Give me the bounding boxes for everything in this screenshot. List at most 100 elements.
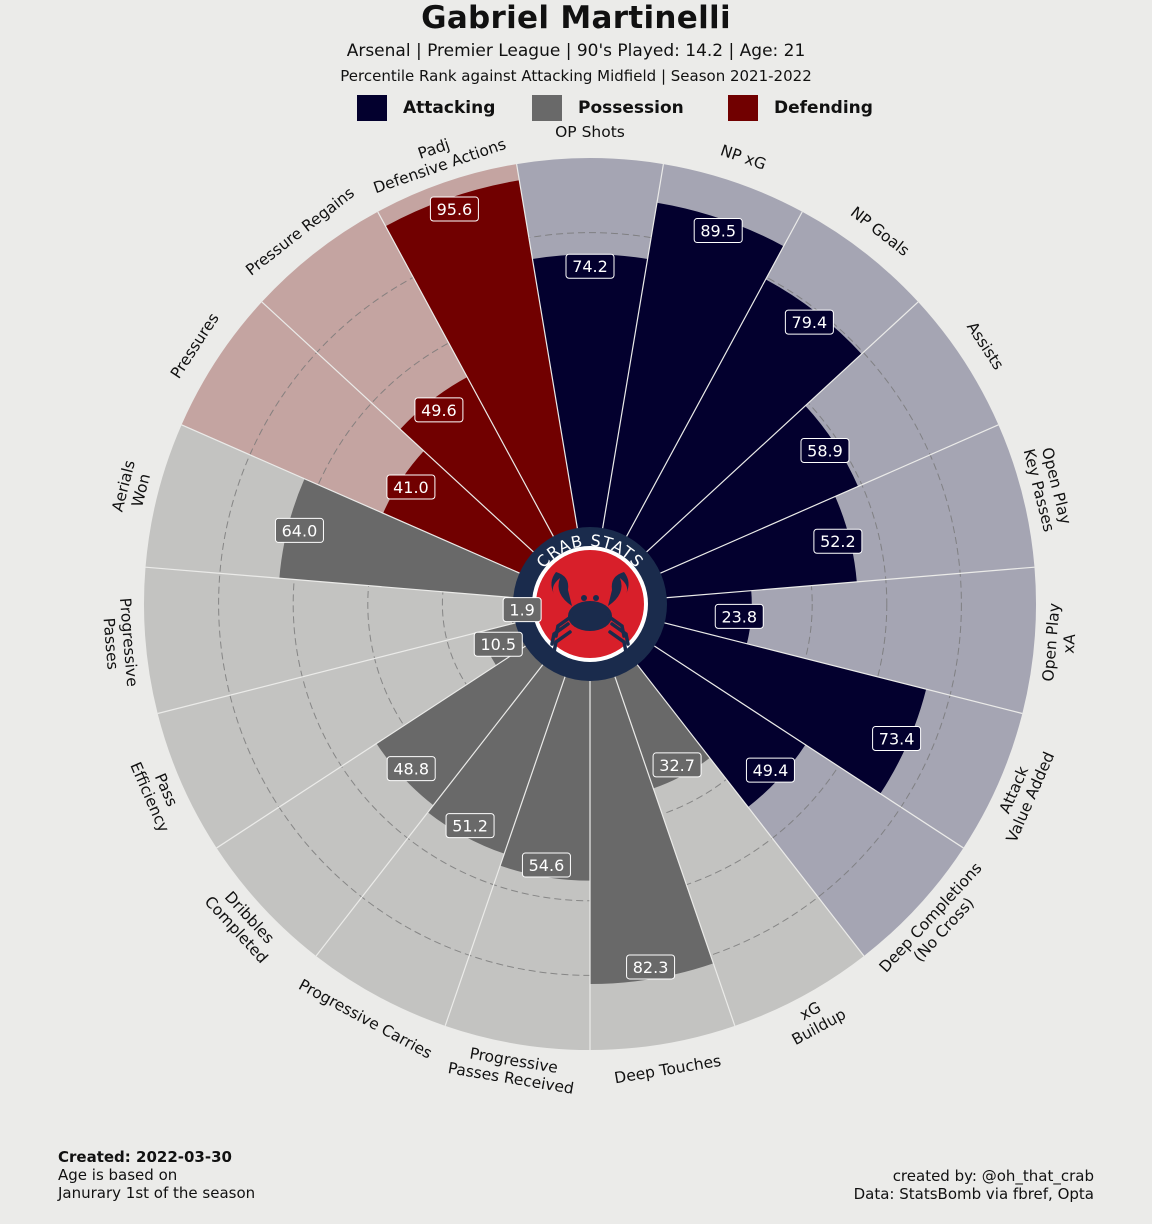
svg-text:49.6: 49.6 (421, 401, 457, 420)
svg-text:82.3: 82.3 (633, 958, 669, 977)
value-label-progressive-passes-received: 54.6 (521, 852, 571, 878)
legend-label-possession: Possession (578, 98, 684, 118)
value-labels: 74.2 89.5 79.4 58.9 52.2 23.8 73.4 49.4 32.7 82.3… (274, 196, 922, 980)
svg-text:52.2: 52.2 (820, 532, 856, 551)
wedge-separator (157, 621, 520, 715)
wedge-separator (377, 211, 556, 541)
value-wedge-aerials-won (279, 478, 524, 598)
value-label-np-goals: 79.4 (784, 309, 834, 335)
svg-text:AerialsWon: AerialsWon (109, 458, 157, 518)
wedge-separator (601, 163, 665, 533)
svg-text:48.8: 48.8 (393, 760, 429, 779)
svg-text:NP xG: NP xG (718, 141, 768, 173)
footer-notes: Created: 2022-03-30 Age is based on Janu… (58, 1148, 255, 1202)
category-label-open-play-xa: Open PlayxA (1039, 602, 1081, 683)
wedge-separator (660, 621, 1023, 715)
crab-stats-logo: CRAB STATS (513, 527, 667, 681)
wedge-separator (643, 301, 919, 555)
category-label-assists: Assists (963, 319, 1007, 373)
svg-text:10.5: 10.5 (480, 635, 516, 654)
category-label-open-play-key-passes: Open PlayKey Passes (1020, 443, 1076, 534)
svg-text:79.4: 79.4 (792, 313, 828, 332)
wedge-separator (515, 163, 579, 533)
legend: Attacking Possession Defending (0, 95, 1152, 123)
legend-label-defending: Defending (774, 98, 873, 118)
wedge-separator (662, 566, 1035, 599)
value-wedge-attack-value-added (651, 621, 927, 794)
wedge-separator (315, 661, 546, 957)
legend-swatch-possession (532, 95, 562, 121)
data-source: Data: StatsBomb via fbref, Opta (853, 1185, 1094, 1203)
category-label-deep-touches: Deep Touches (613, 1052, 722, 1088)
value-wedge-padj-defensive-actions (385, 180, 578, 540)
value-label-progressive-passes: 1.9 (502, 597, 542, 623)
background-wedge-open-play-xa (660, 567, 1036, 714)
age-note-line-1: Age is based on (58, 1166, 178, 1184)
value-wedge-deep-touches (590, 673, 714, 984)
wedge-separator (444, 672, 567, 1027)
created-date: Created: 2022-03-30 (58, 1148, 232, 1166)
category-label-aerials-won: AerialsWon (109, 458, 157, 518)
svg-text:Deep Touches: Deep Touches (613, 1052, 722, 1088)
category-label-op-shots: OP Shots (555, 123, 625, 141)
legend-swatch-defending (728, 95, 758, 121)
wedge-separator (634, 661, 865, 957)
wedge-separator (145, 566, 518, 599)
value-wedge-np-xg (602, 202, 784, 540)
value-label-padj-defensive-actions: 95.6 (429, 196, 479, 222)
value-label-aerials-won: 64.0 (274, 517, 324, 543)
wedge-separator (216, 643, 530, 849)
svg-text:89.5: 89.5 (700, 222, 736, 241)
wedge-separator (650, 643, 964, 849)
svg-text:74.2: 74.2 (572, 257, 608, 276)
value-label-progressive-carries: 51.2 (445, 813, 495, 839)
background-wedge-pass-efficiency (157, 621, 529, 848)
age-note-line-2: Janurary 1st of the season (58, 1184, 256, 1202)
svg-text:58.9: 58.9 (807, 441, 843, 460)
value-label-attack-value-added: 73.4 (872, 725, 922, 751)
value-wedge-progressive-carries (427, 661, 567, 854)
svg-text:64.0: 64.0 (282, 521, 318, 540)
svg-text:ProgressivePasses Received: ProgressivePasses Received (447, 1041, 579, 1097)
svg-text:Open PlayxA: Open PlayxA (1039, 602, 1081, 683)
svg-text:49.4: 49.4 (753, 761, 789, 780)
footer-credits: created by: @oh_that_crab Data: StatsBom… (854, 1167, 1094, 1203)
page-title: Gabriel Martinelli (421, 0, 731, 36)
value-wedge-open-play-key-passes (656, 496, 857, 598)
value-label-xg-buildup: 32.7 (652, 752, 702, 778)
value-label-dribbles-completed: 48.8 (386, 756, 436, 782)
crab-icon (550, 572, 630, 654)
svg-text:OP Shots: OP Shots (555, 123, 625, 141)
legend-swatch-attacking (357, 95, 387, 121)
wedge-separators (145, 163, 1035, 1050)
value-label-pressure-regains: 49.6 (414, 397, 464, 423)
value-label-open-play-xa: 23.8 (714, 603, 764, 629)
value-label-op-shots: 74.2 (565, 253, 615, 279)
background-wedge-progressive-passes (144, 567, 520, 714)
wedge-separator (613, 672, 736, 1027)
svg-text:Open PlayKey Passes: Open PlayKey Passes (1020, 443, 1076, 534)
player-subtitle: Arsenal | Premier League | 90's Played: … (346, 41, 806, 61)
svg-text:73.4: 73.4 (879, 729, 915, 748)
svg-text:ProgressivePasses: ProgressivePasses (98, 597, 141, 689)
legend-item-possession: Possession (532, 95, 684, 121)
value-wedge-op-shots (532, 254, 648, 532)
value-label-deep-touches: 82.3 (626, 954, 676, 980)
legend-item-attacking: Attacking (357, 95, 495, 121)
category-label-progressive-passes: ProgressivePasses (98, 597, 142, 689)
svg-text:1.9: 1.9 (509, 601, 534, 620)
category-label-np-xg: NP xG (718, 141, 768, 173)
wedge-separator (624, 211, 803, 541)
svg-text:54.6: 54.6 (529, 856, 565, 875)
legend-item-defending: Defending (728, 95, 873, 121)
value-label-open-play-key-passes: 52.2 (813, 528, 863, 554)
wedge-separator (261, 301, 537, 555)
value-label-deep-completions-no-cross: 49.4 (745, 757, 795, 783)
svg-text:Assists: Assists (963, 319, 1007, 373)
svg-text:32.7: 32.7 (659, 756, 695, 775)
svg-text:51.2: 51.2 (452, 817, 488, 836)
wedge-separator (181, 424, 524, 576)
value-label-pass-efficiency: 10.5 (473, 631, 523, 657)
value-label-assists: 58.9 (800, 437, 850, 463)
